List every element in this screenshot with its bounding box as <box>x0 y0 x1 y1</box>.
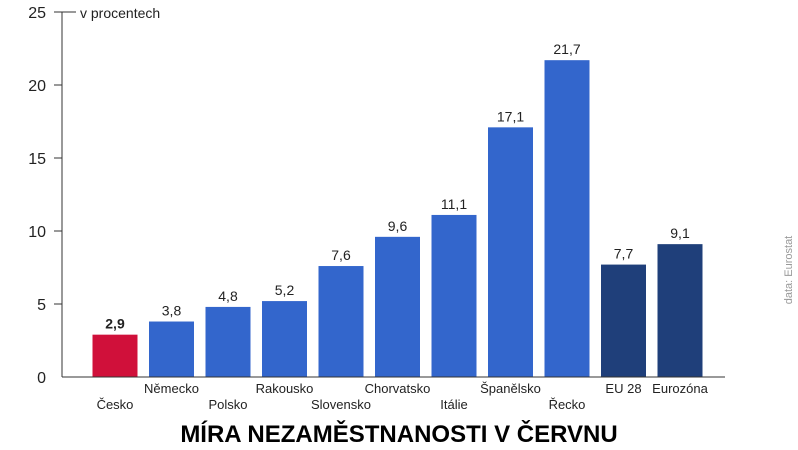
bar <box>488 127 533 377</box>
y-tick-label: 0 <box>37 370 46 387</box>
y-tick-label: 25 <box>28 5 46 22</box>
y-axis-unit-label: v procentech <box>80 5 160 21</box>
y-tick-label: 5 <box>37 297 46 314</box>
chart-title: MÍRA NEZAMĚSTNANOSTI V ČERVNU <box>180 420 617 448</box>
value-labels: 2,9 3,8 4,8 5,2 7,6 9,6 11,1 17,1 21,7 7,7 9,1 <box>105 41 690 331</box>
bar-value-label: 9,1 <box>670 225 690 241</box>
bar <box>431 214 477 377</box>
bar <box>262 301 307 377</box>
bar-value-label: 17,1 <box>497 108 524 124</box>
bars <box>92 60 703 378</box>
category-label: Rakousko <box>256 381 314 396</box>
category-label: Eurozóna <box>652 381 708 396</box>
bar-value-label: 3,8 <box>162 303 182 319</box>
bar <box>92 334 138 377</box>
bar <box>544 60 590 378</box>
category-label: Řecko <box>549 397 586 412</box>
bar-value-label: 7,6 <box>331 247 351 263</box>
y-tick-label: 20 <box>28 78 46 95</box>
bar <box>205 306 251 377</box>
y-axis: 0 5 10 15 20 25 <box>28 5 76 387</box>
category-labels: Česko Německo Polsko RakouskoSlovenskoChorv… <box>97 381 709 412</box>
bar-value-label: 5,2 <box>275 282 295 298</box>
category-label: Slovensko <box>311 397 371 412</box>
category-label: Španělsko <box>480 381 541 396</box>
bar-value-label: 2,9 <box>105 316 125 332</box>
bar-value-label: 11,1 <box>441 196 467 212</box>
bar-value-label: 7,7 <box>614 246 634 262</box>
category-label: Česko <box>97 397 134 412</box>
y-tick-label: 10 <box>28 224 46 241</box>
bar-value-label: 21,7 <box>553 41 580 57</box>
bar-value-label: 9,6 <box>388 218 408 234</box>
bar-value-label: 4,8 <box>218 288 238 304</box>
category-label: Chorvatsko <box>365 381 431 396</box>
source-note: data: Eurostat <box>783 236 795 305</box>
bar <box>318 266 364 377</box>
category-label: Itálie <box>440 397 467 412</box>
category-label: Německo <box>144 381 199 396</box>
category-label: Polsko <box>208 397 247 412</box>
bar <box>149 321 194 377</box>
bar <box>657 244 703 377</box>
bar <box>601 264 646 377</box>
bar <box>375 236 420 377</box>
y-tick-label: 15 <box>28 151 46 168</box>
category-label: EU 28 <box>605 381 641 396</box>
